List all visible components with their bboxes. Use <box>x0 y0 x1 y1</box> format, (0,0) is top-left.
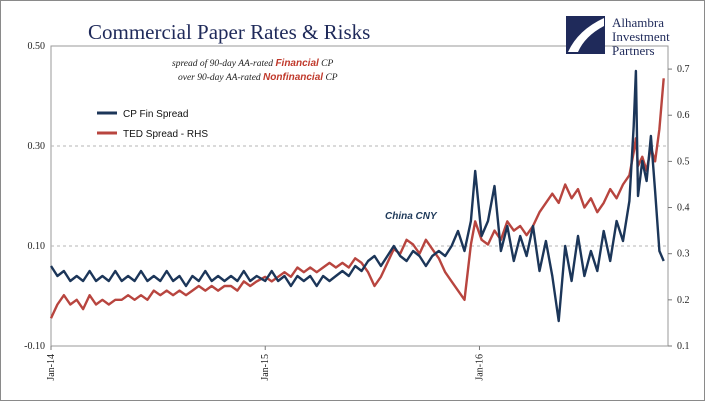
x-tick-label: Jan-16 <box>474 354 485 381</box>
event-label-china-cny: China CNY <box>385 211 438 222</box>
x-ticks: Jan-14 Jan-15 Jan-16 <box>46 346 485 381</box>
plot-area <box>50 45 669 347</box>
y-right-tick-label: 0.4 <box>677 203 690 214</box>
brand-line2: Investment <box>612 29 670 44</box>
legend-label-ted: TED Spread - RHS <box>123 129 208 140</box>
series-line-cp-fin-spread <box>49 69 665 323</box>
y-left-ticks: 0.50 0.30 0.10 -0.10 <box>24 41 45 352</box>
y-right-tick-label: 0.6 <box>677 110 690 121</box>
y-left-tick-label: 0.10 <box>28 241 46 252</box>
annotation-line2: over 90-day AA-rated Nonfinancial CP <box>178 72 338 83</box>
y-right-tick-label: 0.7 <box>677 64 690 75</box>
y-right-ticks: 0.7 0.6 0.5 0.4 0.3 0.2 0.1 <box>668 64 690 352</box>
legend-label-cp: CP Fin Spread <box>123 109 188 120</box>
brand-logo: Alhambra Investment Partners <box>566 15 670 58</box>
legend: CP Fin Spread TED Spread - RHS <box>97 109 208 140</box>
y-right-tick-label: 0.2 <box>677 295 690 306</box>
y-right-tick-label: 0.3 <box>677 249 690 260</box>
y-right-tick-label: 0.1 <box>677 341 690 352</box>
x-tick-label: Jan-14 <box>46 354 57 381</box>
x-tick-label: Jan-15 <box>260 354 271 381</box>
y-left-tick-label: 0.50 <box>28 41 46 52</box>
annotation-line1: spread of 90-day AA-rated Financial CP <box>172 58 334 69</box>
y-left-tick-label: 0.30 <box>28 141 46 152</box>
chart-title: Commercial Paper Rates & Risks <box>88 20 370 44</box>
logo-swoosh-icon <box>568 18 604 52</box>
y-right-tick-label: 0.5 <box>677 156 690 167</box>
gridlines <box>51 145 668 247</box>
series-group <box>49 69 665 323</box>
brand-line3: Partners <box>612 43 655 58</box>
y-left-tick-label: -0.10 <box>24 341 45 352</box>
brand-line1: Alhambra <box>612 15 664 30</box>
series-line-ted-spread <box>49 78 665 319</box>
